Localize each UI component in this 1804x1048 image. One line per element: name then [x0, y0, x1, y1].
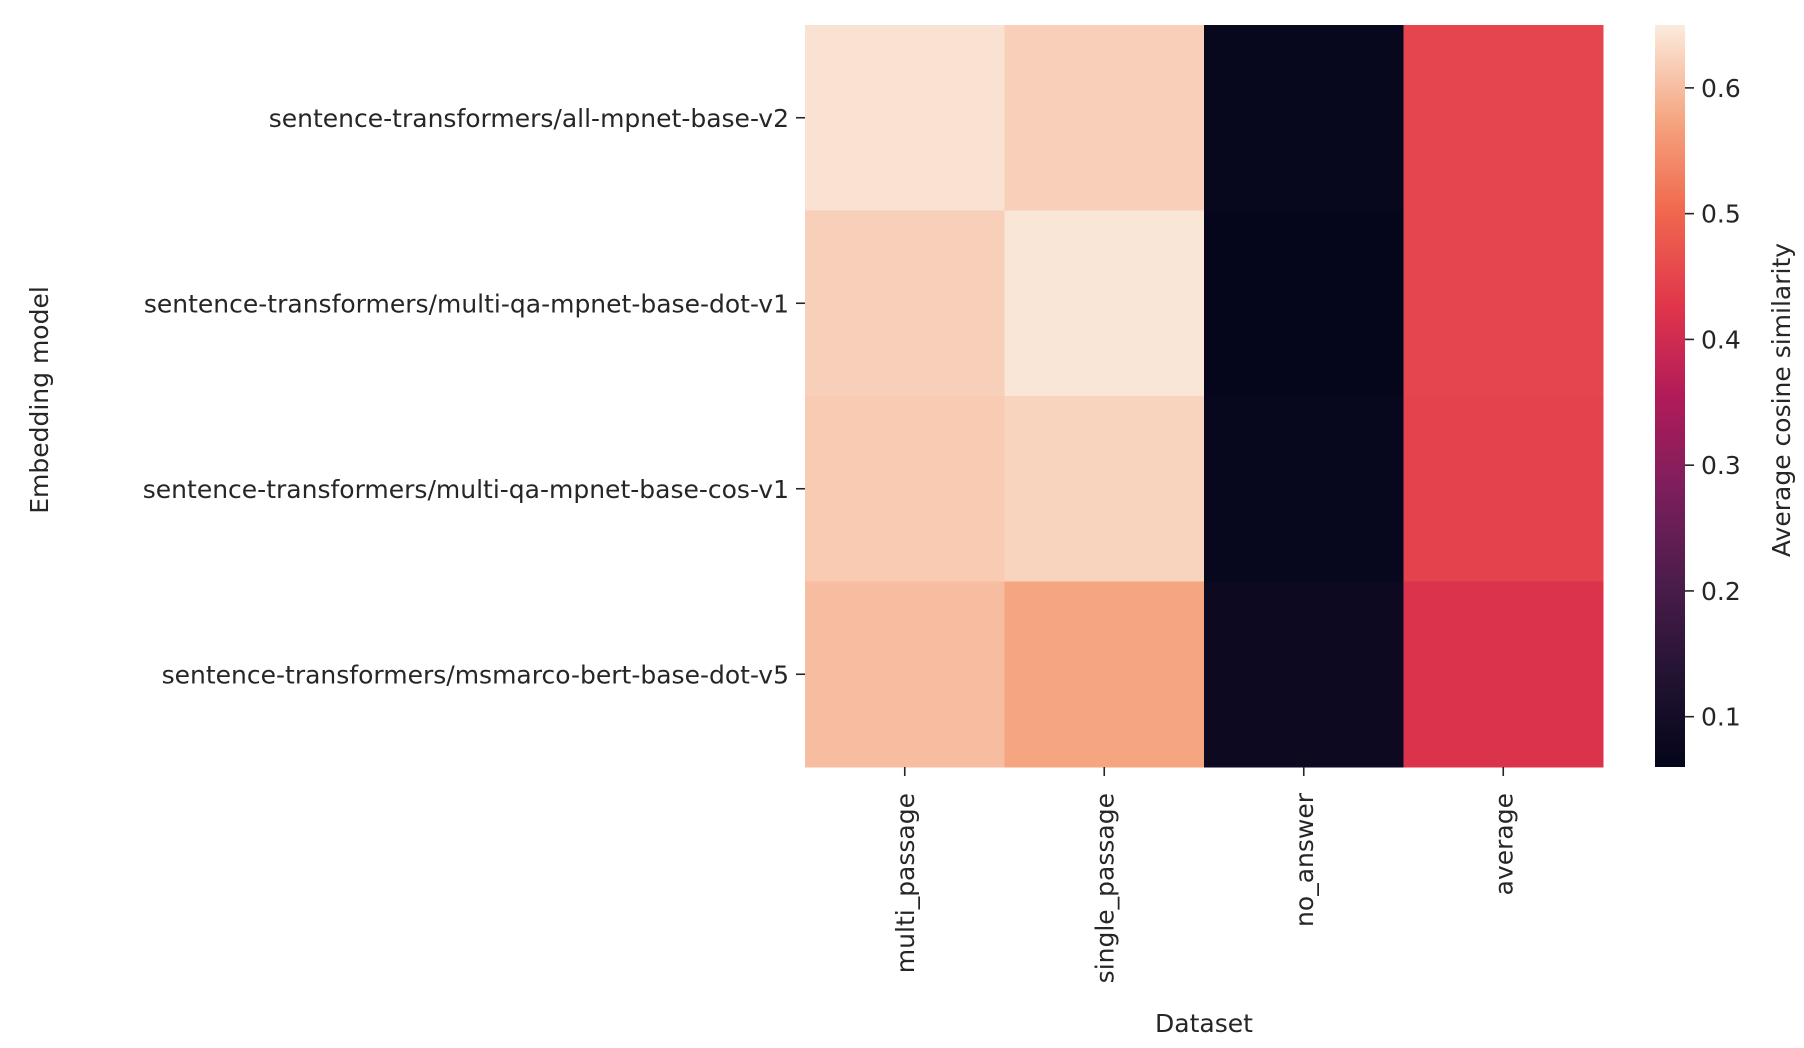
- heatmap-cell: [1403, 210, 1604, 397]
- heatmap-cell: [1204, 581, 1404, 768]
- y-tick-label: sentence-transformers/all-mpnet-base-v2: [269, 104, 789, 133]
- x-axis-label: Dataset: [1155, 1009, 1253, 1038]
- heatmap-cell: [1204, 210, 1404, 397]
- heatmap-cell: [805, 25, 1005, 211]
- colorbar-tick-label: 0.4: [1701, 325, 1741, 354]
- colorbar-tick-label: 0.3: [1701, 451, 1741, 480]
- heatmap-cell: [1004, 210, 1205, 397]
- colorbar-label: Average cosine similarity: [1767, 243, 1796, 557]
- x-tick-label: single_passage: [1090, 793, 1119, 983]
- colorbar-tick-label: 0.5: [1701, 200, 1741, 229]
- y-tick-label: sentence-transformers/msmarco-bert-base-…: [162, 660, 789, 689]
- heatmap-cell: [1403, 396, 1604, 582]
- colorbar-tick-label: 0.2: [1701, 577, 1741, 606]
- heatmap-cell: [1403, 581, 1604, 768]
- y-axis-ticks: sentence-transformers/all-mpnet-base-v2 s…: [143, 104, 805, 689]
- heatmap-cell: [805, 210, 1005, 397]
- y-tick-label: sentence-transformers/multi-qa-mpnet-bas…: [144, 289, 789, 318]
- heatmap-cell: [1004, 25, 1205, 211]
- heatmap-cell: [1004, 396, 1205, 582]
- heatmap-cell: [1204, 25, 1404, 211]
- x-tick-label: multi_passage: [891, 793, 920, 973]
- heatmap-cell: [805, 396, 1005, 582]
- x-tick-label: average: [1489, 793, 1518, 895]
- colorbar-tick-label: 0.1: [1701, 703, 1741, 732]
- heatmap-cell: [1204, 396, 1404, 582]
- y-axis-label: Embedding model: [25, 286, 54, 514]
- heatmap-cell: [1004, 581, 1205, 768]
- colorbar: [1655, 25, 1685, 767]
- heatmap-cell: [805, 581, 1005, 768]
- heatmap-cells: [805, 25, 1604, 768]
- y-tick-label: sentence-transformers/multi-qa-mpnet-bas…: [143, 475, 789, 504]
- x-tick-label: no_answer: [1290, 792, 1319, 927]
- x-axis-ticks: multi_passage single_passage no_answer aver…: [891, 767, 1518, 983]
- heatmap-cell: [1403, 25, 1604, 211]
- colorbar-tick-label: 0.6: [1701, 74, 1741, 103]
- colorbar-ticks: 0.1 0.2 0.3 0.4 0.5 0.6: [1685, 74, 1741, 732]
